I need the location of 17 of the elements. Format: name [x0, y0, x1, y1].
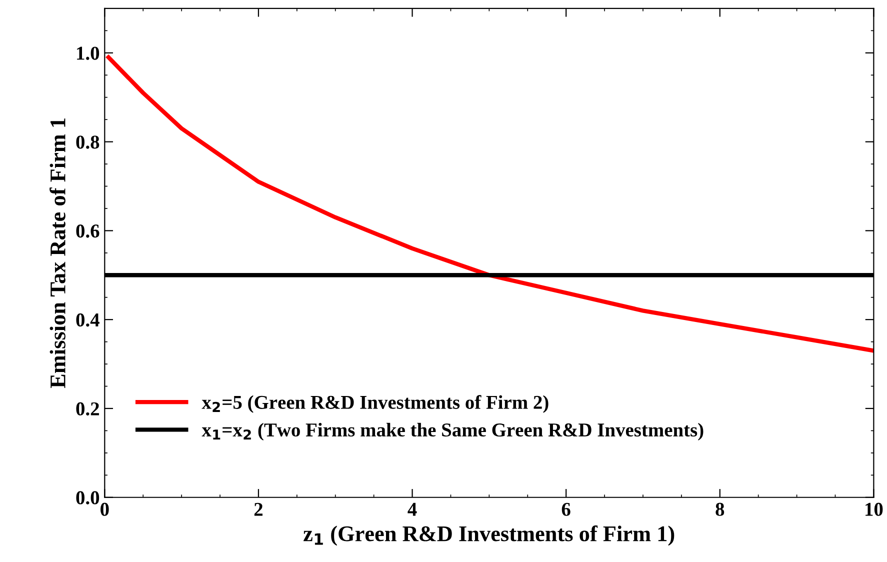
y-tick-label: 0.6	[76, 224, 100, 238]
legend-label: x$_{1}$=x$_{2}$ (Two Firms make the Same Green R&D Investments)	[202, 422, 704, 440]
x-tick-label: 4	[408, 502, 417, 516]
legend-label: x$_{2}$=5 (Green R&D Investments of Firm 2)	[202, 395, 548, 413]
y-tick-label: 1.0	[77, 46, 100, 60]
line-series	[106, 55, 874, 353]
y-axis-title: Emission Tax Rate of Firm 1	[50, 118, 66, 388]
y-tick-label: 0.2	[76, 402, 99, 416]
x-tick-label: 0	[100, 502, 109, 516]
x-tick-label: 6	[562, 502, 570, 516]
y-tick-label: 0.0	[76, 491, 100, 504]
y-tick-label: 0.4	[76, 313, 100, 327]
x-tick-label: 2	[254, 502, 262, 516]
y-tick-label: 0.8	[76, 136, 100, 149]
x-tick-label: 8	[716, 502, 724, 516]
x-axis-title: z$_{1}$ (Green R&D Investments of Firm 1)	[304, 525, 674, 546]
x-tick-label: 10	[866, 502, 883, 516]
